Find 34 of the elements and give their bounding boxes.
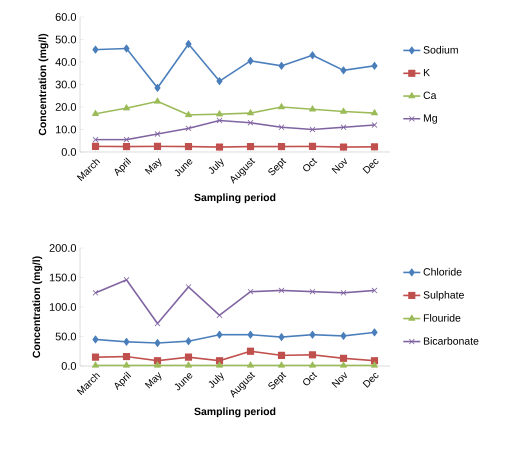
- x-tick-label: Oct: [303, 158, 318, 172]
- x-tick-label: July: [208, 372, 224, 388]
- y-tick-label: 20.0: [56, 103, 76, 111]
- legend-label: Flouride: [424, 314, 460, 322]
- x-tick-label: Nov: [332, 372, 347, 388]
- x-tick-label: Dec: [362, 372, 378, 388]
- y-tick-label: 50.0: [56, 36, 76, 44]
- y-tick-label: 0.0: [62, 148, 76, 156]
- y-tick-label: 50.0: [56, 332, 76, 340]
- x-axis-title: Sampling period: [194, 407, 276, 418]
- legend-label: Ca: [424, 92, 436, 100]
- y-tick-label: 200.0: [50, 244, 76, 252]
- legend-label: Bicarbonate: [424, 337, 478, 345]
- y-axis-title: Concentration (mg/l): [38, 34, 48, 136]
- x-axis-title: Sampling period: [194, 193, 276, 204]
- x-tick-label: Nov: [332, 158, 347, 174]
- x-tick-label: Dec: [362, 158, 378, 174]
- y-tick-label: 40.0: [55, 58, 76, 66]
- x-tick-label: May: [144, 158, 162, 175]
- legend-label: Mg: [424, 114, 437, 124]
- y-tick-label: 100.0: [50, 303, 76, 311]
- legend-label: Sodium: [424, 46, 458, 54]
- legend-label: Sulphate: [424, 290, 464, 301]
- x-tick-label: May: [144, 372, 162, 389]
- y-tick-label: 150.0: [50, 274, 76, 282]
- legend-label: K: [424, 68, 430, 76]
- x-tick-label: July: [208, 158, 224, 174]
- y-axis-title: Concentration (mg/l): [32, 256, 42, 358]
- y-tick-label: 10.0: [56, 126, 76, 134]
- x-tick-label: Oct: [303, 372, 318, 386]
- y-tick-label: 30.0: [56, 80, 76, 88]
- y-tick-label: 60.0: [56, 13, 76, 21]
- legend-label: Chloride: [424, 268, 462, 276]
- y-tick-label: 0.0: [62, 362, 76, 370]
